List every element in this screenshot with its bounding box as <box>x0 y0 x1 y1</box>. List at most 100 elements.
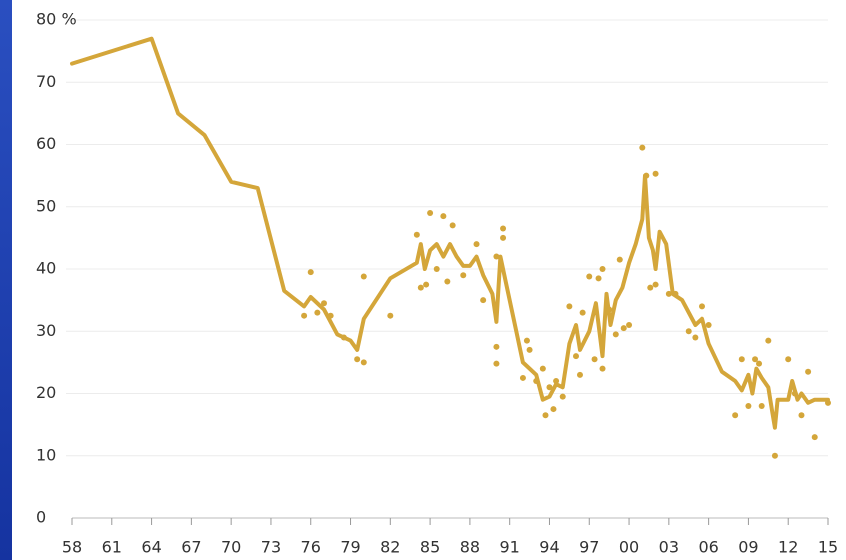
data-point <box>321 300 327 307</box>
data-point <box>579 309 586 316</box>
y-tick-label: 80 % <box>36 10 77 29</box>
data-point <box>473 241 480 248</box>
data-point <box>599 266 606 272</box>
data-point <box>758 402 765 409</box>
data-point <box>340 334 347 341</box>
x-tick-label: 61 <box>102 538 122 557</box>
data-point <box>533 378 540 385</box>
data-point <box>433 266 440 272</box>
data-point <box>500 225 507 232</box>
data-point <box>387 312 394 319</box>
data-point <box>360 273 367 280</box>
data-point <box>732 412 739 419</box>
data-point <box>825 399 831 406</box>
data-point <box>523 337 530 344</box>
data-point <box>672 290 679 297</box>
data-point <box>643 172 650 179</box>
data-point <box>573 353 579 360</box>
grid <box>66 19 829 525</box>
data-point <box>612 331 619 338</box>
data-point <box>685 328 692 335</box>
x-tick-label: 82 <box>380 538 400 557</box>
y-tick-label: 70 <box>36 72 56 91</box>
data-point <box>626 322 633 329</box>
data-point <box>526 346 533 353</box>
data-point <box>752 356 759 363</box>
data-point <box>550 406 557 413</box>
data-point <box>811 434 818 441</box>
data-point <box>493 253 500 260</box>
trend-line <box>70 36 830 430</box>
data-point <box>791 390 798 397</box>
x-tick-label: 09 <box>738 538 758 557</box>
data-point <box>307 269 314 276</box>
data-point <box>327 312 334 319</box>
y-tick-label: 0 <box>36 508 46 527</box>
data-point <box>616 256 623 263</box>
x-tick-label: 73 <box>261 538 281 557</box>
data-point <box>354 356 361 363</box>
data-point <box>427 209 434 216</box>
x-tick-label: 79 <box>340 538 360 557</box>
data-point <box>314 309 321 316</box>
data-point <box>639 144 646 151</box>
x-tick-label: 94 <box>539 538 559 557</box>
data-point <box>500 234 507 241</box>
data-point <box>652 281 659 288</box>
y-tick-label: 40 <box>36 259 56 278</box>
x-tick-label: 88 <box>460 538 480 557</box>
x-tick-label: 15 <box>818 538 838 557</box>
data-point <box>652 170 659 177</box>
data-point <box>765 337 772 344</box>
data-point <box>542 412 549 419</box>
data-point <box>699 303 705 310</box>
data-point <box>559 393 566 400</box>
x-tick-label: 58 <box>62 538 82 557</box>
data-point <box>805 368 812 375</box>
x-tick-label: 64 <box>141 538 161 557</box>
x-tick-label: 85 <box>420 538 440 557</box>
data-point <box>440 213 447 220</box>
data-point <box>493 360 500 367</box>
data-point <box>665 290 672 297</box>
x-tick-label: 70 <box>221 538 241 557</box>
y-tick-label: 20 <box>36 383 56 402</box>
data-point <box>546 384 553 391</box>
x-tick-label: 06 <box>698 538 718 557</box>
plot <box>70 36 831 459</box>
x-tick-label: 12 <box>778 538 798 557</box>
x-tick-label: 97 <box>579 538 599 557</box>
data-point <box>553 378 560 385</box>
y-tick-label: 10 <box>36 445 56 464</box>
data-point <box>771 452 778 459</box>
data-point <box>756 360 763 367</box>
x-tick-label: 76 <box>301 538 321 557</box>
y-tick-label: 30 <box>36 321 56 340</box>
data-point <box>423 281 430 288</box>
data-point <box>595 275 602 282</box>
window-edge <box>0 0 12 560</box>
x-tick-label: 67 <box>181 538 201 557</box>
data-point <box>576 371 583 378</box>
data-point <box>586 273 593 280</box>
data-point <box>599 365 606 372</box>
data-point <box>620 325 627 332</box>
y-tick-label: 60 <box>36 134 56 153</box>
data-point <box>539 365 546 372</box>
data-point <box>745 402 752 409</box>
x-tick-label: 00 <box>619 538 639 557</box>
data-point <box>591 356 598 363</box>
data-point <box>417 284 424 291</box>
data-point <box>480 297 487 304</box>
data-point <box>692 334 699 341</box>
data-point <box>566 303 573 310</box>
data-point <box>301 312 308 319</box>
data-point <box>413 231 420 238</box>
data-point <box>705 322 712 329</box>
data-point <box>785 356 792 363</box>
data-point <box>606 306 613 313</box>
data-point <box>444 278 451 285</box>
data-point <box>449 222 456 229</box>
data-point <box>493 343 500 350</box>
